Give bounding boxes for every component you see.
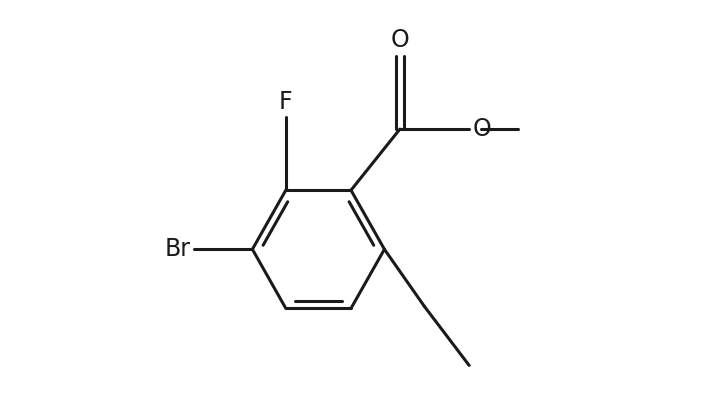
Text: O: O xyxy=(390,28,409,52)
Text: Br: Br xyxy=(165,237,191,261)
Text: F: F xyxy=(279,90,293,114)
Text: O: O xyxy=(472,117,491,141)
